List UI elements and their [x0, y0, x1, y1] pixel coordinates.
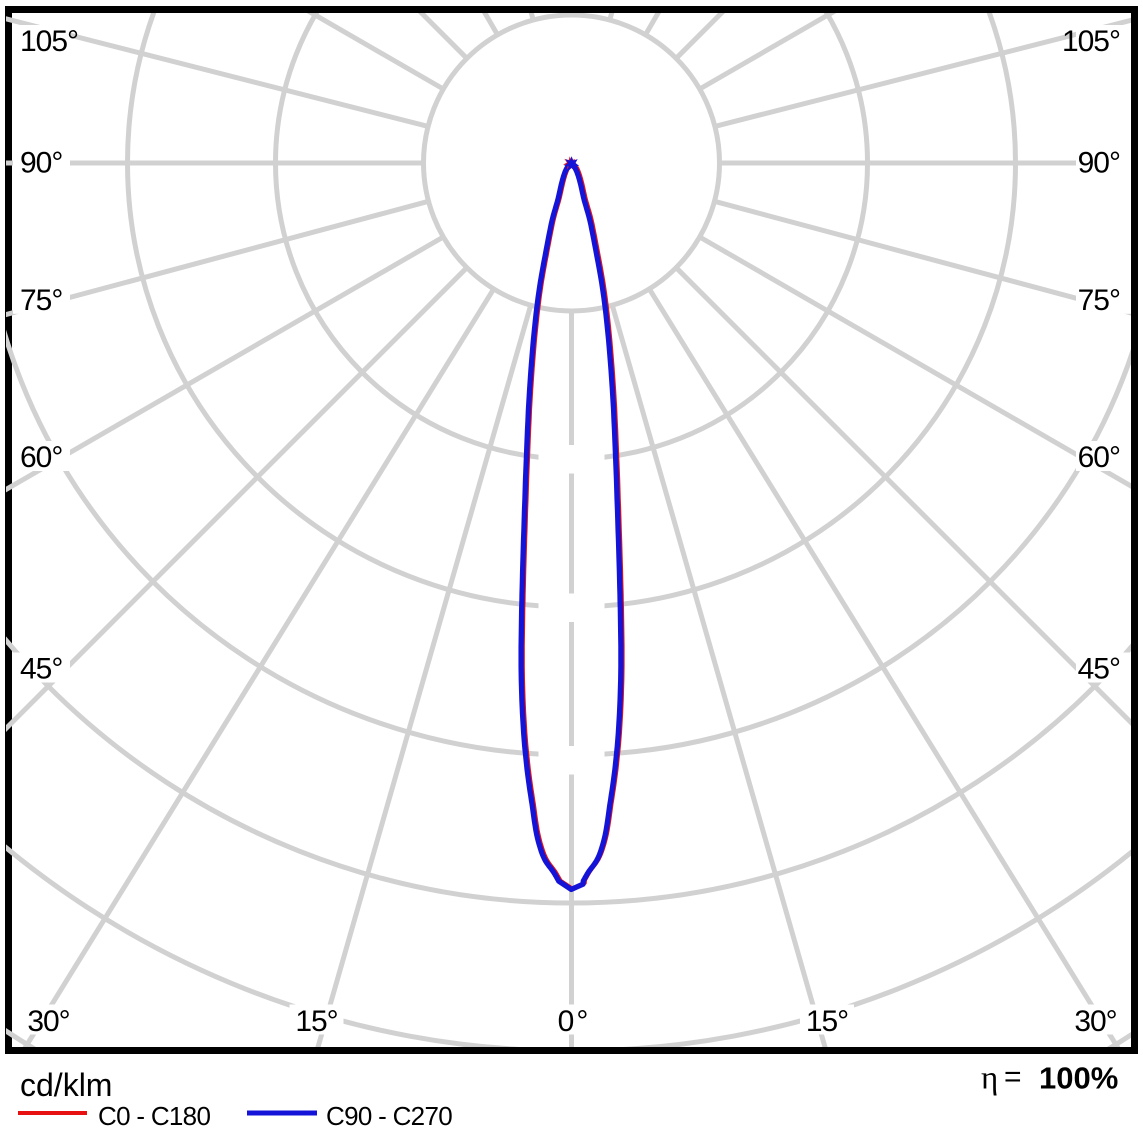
- svg-text:105°: 105°: [1062, 25, 1120, 58]
- svg-text:30°: 30°: [27, 1005, 69, 1038]
- svg-text:η: η: [981, 1061, 998, 1097]
- svg-text:=: =: [1004, 1061, 1022, 1094]
- svg-text:60°: 60°: [1078, 441, 1120, 474]
- svg-text:90°: 90°: [1078, 146, 1120, 179]
- svg-text:C90 - C270: C90 - C270: [326, 1101, 452, 1131]
- svg-text:90°: 90°: [20, 146, 62, 179]
- svg-text:15°: 15°: [806, 1005, 848, 1038]
- svg-text:45°: 45°: [20, 653, 62, 686]
- svg-text:30°: 30°: [1074, 1005, 1116, 1038]
- svg-text:45°: 45°: [1078, 653, 1120, 686]
- svg-text:105°: 105°: [20, 25, 78, 58]
- svg-text:cd/klm: cd/klm: [20, 1067, 112, 1103]
- svg-text:15°: 15°: [295, 1005, 337, 1038]
- svg-text:0°: 0°: [558, 1005, 591, 1038]
- svg-text:100%: 100%: [1039, 1061, 1118, 1096]
- svg-text:75°: 75°: [1078, 284, 1120, 317]
- svg-text:60°: 60°: [20, 441, 62, 474]
- svg-text:C0 - C180: C0 - C180: [98, 1101, 210, 1131]
- svg-text:75°: 75°: [20, 284, 62, 317]
